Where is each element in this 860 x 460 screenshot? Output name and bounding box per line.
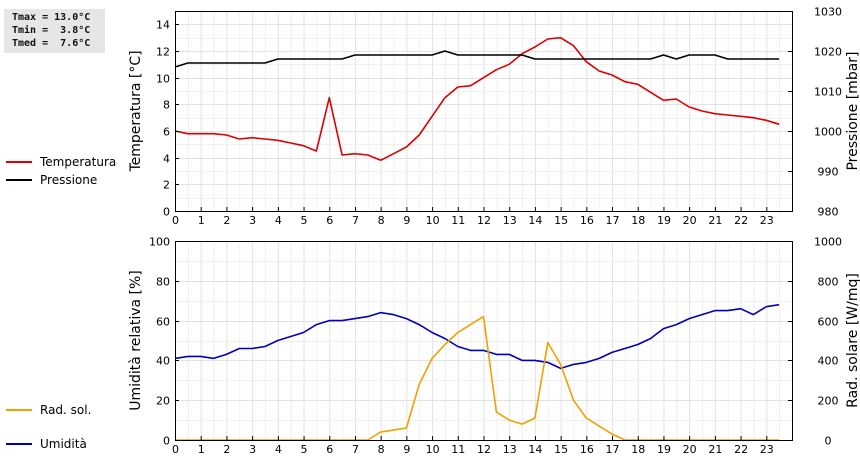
y2-axis-title: Pressione [mbar] xyxy=(845,51,860,170)
x-tick-label: 1 xyxy=(198,443,205,456)
x-tick-label: 13 xyxy=(503,214,517,227)
plot-frame xyxy=(175,11,793,212)
y-tick-label: 14 xyxy=(156,19,170,32)
x-tick-label: 19 xyxy=(657,214,671,227)
y2-tick-label: 990 xyxy=(818,166,839,179)
series-line-temperatura xyxy=(174,36,780,162)
x-tick-label: 3 xyxy=(249,214,256,227)
x-tick-label: 23 xyxy=(760,443,774,456)
x-tick-label: 18 xyxy=(631,214,645,227)
x-tick-label: 5 xyxy=(301,214,308,227)
x-tick-label: 4 xyxy=(275,443,282,456)
y-tick-label: 20 xyxy=(156,395,170,408)
x-tick-label: 21 xyxy=(708,443,722,456)
x-tick-label: 13 xyxy=(503,443,517,456)
y-tick-label: 10 xyxy=(156,73,170,86)
x-tick-label: 20 xyxy=(683,443,697,456)
y2-tick-label: 600 xyxy=(818,316,839,329)
x-tick-label: 15 xyxy=(554,214,568,227)
x-tick-label: 11 xyxy=(451,214,465,227)
y2-tick-label: 400 xyxy=(818,355,839,368)
x-tick-label: 7 xyxy=(352,443,359,456)
tmed-value: Tmed = 7.6°C xyxy=(12,38,91,49)
x-tick-label: 21 xyxy=(708,214,722,227)
x-tick-label: 10 xyxy=(426,214,440,227)
x-tick-label: 5 xyxy=(301,443,308,456)
series-line-pressione xyxy=(174,50,780,68)
x-tick-label: 22 xyxy=(734,443,748,456)
series-line-umidit- xyxy=(174,303,780,370)
y2-tick-label: 800 xyxy=(818,276,839,289)
x-tick-label: 2 xyxy=(223,443,230,456)
legend-swatch-umidita xyxy=(6,443,32,445)
y2-tick-label: 1000 xyxy=(814,126,842,139)
y2-tick-label: 980 xyxy=(818,206,839,219)
y2-tick-label: 0 xyxy=(825,435,832,448)
x-tick-label: 22 xyxy=(734,214,748,227)
y-axis-title: Umidità relativa [%] xyxy=(128,270,144,411)
x-tick-label: 2 xyxy=(223,214,230,227)
y-tick-label: 0 xyxy=(163,206,170,219)
tmax-value: Tmax = 13.0°C xyxy=(12,12,91,23)
y-tick-label: 80 xyxy=(156,276,170,289)
y2-tick-label: 1000 xyxy=(814,236,842,249)
x-tick-label: 14 xyxy=(528,214,542,227)
y2-tick-label: 1010 xyxy=(814,86,842,99)
x-tick-label: 6 xyxy=(326,443,333,456)
x-tick-label: 11 xyxy=(451,443,465,456)
x-tick-label: 16 xyxy=(580,443,594,456)
x-tick-label: 1 xyxy=(198,214,205,227)
x-tick-label: 3 xyxy=(249,443,256,456)
legend-label-radsol: Rad. sol. xyxy=(40,403,92,417)
x-tick-label: 4 xyxy=(275,214,282,227)
y-tick-label: 40 xyxy=(156,355,170,368)
y-tick-label: 12 xyxy=(156,46,170,59)
y-tick-label: 6 xyxy=(163,126,170,139)
tmin-value: Tmin = 3.8°C xyxy=(12,25,91,36)
legend-swatch-radsol xyxy=(6,409,32,411)
legend-swatch-pressione xyxy=(6,179,32,181)
x-tick-label: 18 xyxy=(631,443,645,456)
y-axis-title: Temperatura [°C] xyxy=(128,50,144,172)
x-tick-label: 7 xyxy=(352,214,359,227)
x-tick-label: 0 xyxy=(172,214,179,227)
x-tick-label: 19 xyxy=(657,443,671,456)
x-tick-label: 17 xyxy=(606,443,620,456)
legend-swatch-temperatura xyxy=(6,161,32,163)
y-tick-label: 60 xyxy=(156,316,170,329)
x-tick-label: 23 xyxy=(760,214,774,227)
plot-frame xyxy=(175,241,793,441)
y-tick-label: 0 xyxy=(163,435,170,448)
x-tick-label: 12 xyxy=(477,443,491,456)
x-tick-label: 0 xyxy=(172,443,179,456)
x-tick-label: 9 xyxy=(403,443,410,456)
y2-tick-label: 1020 xyxy=(814,46,842,59)
x-tick-label: 15 xyxy=(554,443,568,456)
x-tick-label: 8 xyxy=(378,443,385,456)
stats-box: Tmax = 13.0°C Tmin = 3.8°C Tmed = 7.6°C xyxy=(4,9,105,53)
x-tick-label: 14 xyxy=(528,443,542,456)
x-tick-label: 8 xyxy=(378,214,385,227)
y-tick-label: 4 xyxy=(163,153,170,166)
y2-tick-label: 200 xyxy=(818,395,839,408)
y-tick-label: 2 xyxy=(163,179,170,192)
y2-tick-label: 1030 xyxy=(814,6,842,19)
y-tick-label: 100 xyxy=(149,236,170,249)
x-tick-label: 17 xyxy=(606,214,620,227)
x-tick-label: 20 xyxy=(683,214,697,227)
y2-axis-title: Rad. solare [W/mq] xyxy=(845,273,860,408)
x-tick-label: 6 xyxy=(326,214,333,227)
x-tick-label: 16 xyxy=(580,214,594,227)
x-tick-label: 12 xyxy=(477,214,491,227)
y-tick-label: 8 xyxy=(163,99,170,112)
legend-label-pressione: Pressione xyxy=(40,173,98,187)
x-tick-label: 10 xyxy=(426,443,440,456)
legend-label-umidita: Umidità xyxy=(40,437,87,451)
legend-label-temperatura: Temperatura xyxy=(40,155,117,169)
x-tick-label: 9 xyxy=(403,214,410,227)
